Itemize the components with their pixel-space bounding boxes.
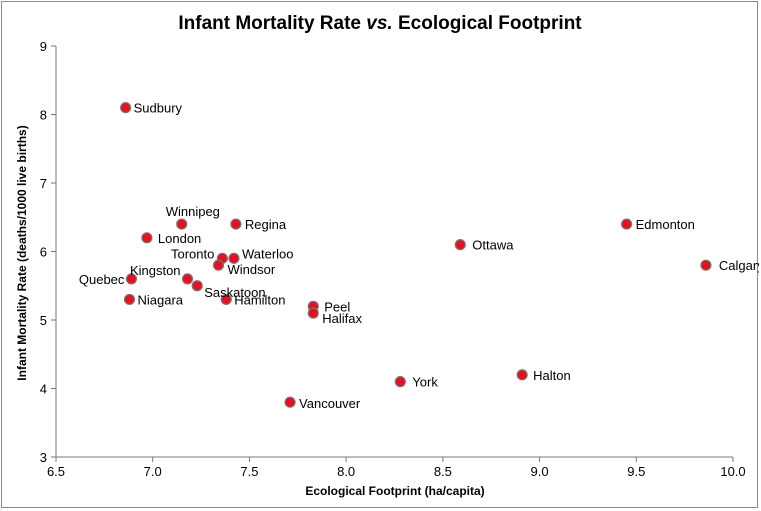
data-point-quebec: [125, 273, 138, 285]
point-label-saskatoon: Saskatoon: [204, 285, 265, 300]
x-tick-label: 10.0: [720, 464, 745, 479]
point-label-peel: Peel: [324, 299, 350, 314]
data-point-york: [394, 376, 406, 388]
point-label-halifax: Halifax: [322, 311, 362, 326]
data-point-halton: [516, 369, 528, 381]
data-point-winnipeg: [176, 218, 188, 230]
x-tick-label: 8.5: [434, 464, 452, 479]
point-label-kingston: Kingston: [130, 263, 181, 278]
y-axis-label: Infant Mortality Rate (deaths/1000 live …: [15, 125, 29, 380]
title-italic: vs.: [366, 13, 392, 34]
point-label-quebec: Quebec: [79, 272, 125, 287]
x-tick-label: 9.5: [627, 464, 645, 479]
axes: [51, 45, 734, 462]
data-point-regina: [230, 218, 242, 230]
data-point-sudbury: [120, 102, 132, 114]
x-axis-label: Ecological Footprint (ha/capita): [305, 484, 484, 498]
x-tick-label: 7.0: [144, 464, 162, 479]
point-label-vancouver: Vancouver: [299, 396, 361, 411]
point-label-york: York: [412, 375, 438, 390]
data-points: [120, 102, 712, 408]
data-point-windsor: [212, 259, 225, 271]
y-tick-label: 4: [40, 382, 47, 397]
point-label-niagara: Niagara: [138, 292, 184, 307]
data-point-halifax: [307, 307, 319, 319]
tick-labels: 6.5 7.0 7.5 8.0 8.5 9.0 9.5 10.0 3 4 5 6 7 8 9: [40, 39, 746, 479]
x-tick-label: 9.0: [531, 464, 549, 479]
data-point-calgary: [700, 259, 712, 271]
point-label-windsor: Windsor: [227, 262, 275, 277]
data-point-niagara: [123, 293, 136, 306]
data-point-hamilton: [220, 293, 232, 306]
data-point-kingston: [181, 273, 194, 285]
y-tick-label: 6: [40, 245, 47, 260]
y-tick-label: 3: [40, 450, 47, 465]
x-tick-label: 7.5: [240, 464, 258, 479]
y-tick-label: 7: [40, 176, 47, 191]
y-tick-label: 9: [40, 39, 47, 54]
point-label-calgary: Calgary: [719, 258, 759, 273]
point-label-halton: Halton: [533, 368, 571, 383]
y-tick-label: 8: [40, 108, 47, 123]
title-main: Infant Mortality Rate: [178, 13, 361, 34]
data-point-ottawa: [454, 239, 466, 251]
point-label-hamilton: Hamilton: [234, 292, 285, 307]
title-end: Ecological Footprint: [398, 13, 582, 34]
y-tick-label: 5: [40, 313, 47, 328]
point-label-london: London: [158, 231, 201, 246]
x-tick-label: 6.5: [47, 464, 65, 479]
data-point-edmonton: [621, 218, 633, 230]
point-label-ottawa: Ottawa: [472, 238, 514, 253]
point-label-toronto: Toronto: [171, 246, 214, 261]
data-point-vancouver: [284, 396, 296, 408]
chart-title: Infant Mortality Rate vs. Ecological Foo…: [178, 13, 582, 34]
point-label-regina: Regina: [245, 217, 287, 232]
point-label-winnipeg: Winnipeg: [166, 204, 220, 219]
data-point-london: [141, 232, 153, 244]
x-tick-label: 8.0: [337, 464, 355, 479]
data-point-saskatoon: [191, 280, 203, 292]
point-label-sudbury: Sudbury: [134, 101, 183, 116]
point-label-edmonton: Edmonton: [636, 217, 695, 232]
point-label-waterloo: Waterloo: [242, 246, 294, 261]
data-point-waterloo: [228, 252, 240, 264]
